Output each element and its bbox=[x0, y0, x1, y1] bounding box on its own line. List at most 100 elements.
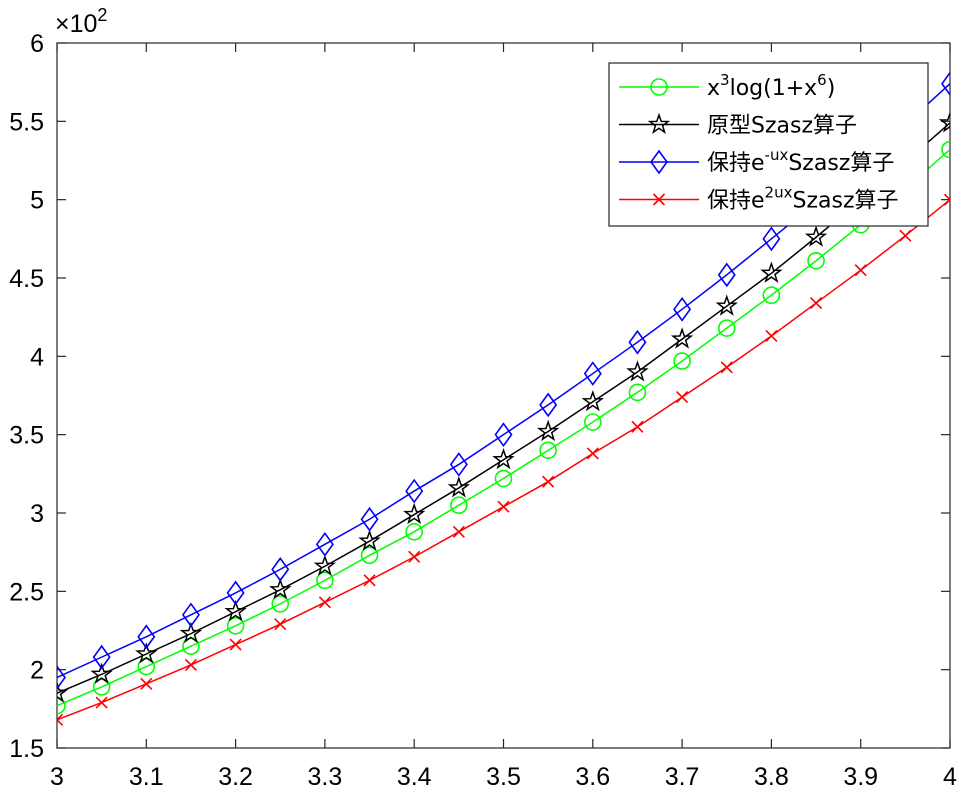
data-point bbox=[402, 502, 426, 525]
data-point bbox=[57, 665, 66, 690]
legend-marker bbox=[647, 112, 671, 135]
data-point bbox=[226, 616, 245, 635]
y-tick-label: 4.5 bbox=[9, 265, 44, 293]
data-point bbox=[938, 111, 950, 133]
cross-stroke bbox=[652, 193, 666, 206]
cross-stroke bbox=[452, 525, 465, 538]
x-tick-label: 3.5 bbox=[486, 763, 521, 791]
cross-stroke bbox=[318, 596, 331, 609]
data-point bbox=[807, 251, 825, 270]
data-point bbox=[269, 577, 292, 600]
x-tick-label: 3 bbox=[50, 763, 64, 791]
data-point bbox=[313, 554, 337, 576]
cross-stroke bbox=[899, 229, 912, 242]
cross-stroke bbox=[676, 391, 689, 404]
data-point bbox=[229, 638, 242, 651]
x-tick-label: 3.6 bbox=[575, 763, 610, 791]
cross-stroke bbox=[95, 696, 108, 709]
y-tick-label: 3 bbox=[30, 500, 44, 528]
data-point bbox=[271, 557, 290, 582]
data-point bbox=[670, 327, 694, 349]
y-tick-label: 4 bbox=[30, 343, 44, 371]
data-point bbox=[360, 506, 379, 532]
data-point bbox=[140, 677, 153, 690]
legend-label-part: x bbox=[707, 76, 720, 101]
legend-label: x3log(1+x6) bbox=[707, 71, 835, 101]
data-point bbox=[809, 297, 823, 310]
y-tick-label: 2 bbox=[30, 657, 44, 685]
cross-stroke bbox=[184, 658, 198, 672]
legend-label-part: 保持e bbox=[707, 151, 765, 176]
x-tick-label: 3.8 bbox=[754, 763, 789, 791]
data-point bbox=[358, 529, 381, 551]
y-tick-label: 1.5 bbox=[9, 735, 44, 763]
y-multiplier: ×102 bbox=[55, 5, 107, 38]
data-point bbox=[899, 229, 912, 242]
data-point bbox=[717, 262, 736, 288]
data-point bbox=[539, 392, 558, 418]
cross-stroke bbox=[497, 500, 510, 513]
legend-entry: x3log(1+x6) bbox=[619, 71, 835, 101]
legend-label: 保持e-uxSzasz算子 bbox=[707, 146, 894, 176]
data-point bbox=[363, 574, 376, 587]
data-point bbox=[226, 580, 245, 606]
x-tick-label: 4 bbox=[943, 763, 957, 791]
legend-marker bbox=[650, 149, 668, 175]
cross-stroke bbox=[586, 447, 599, 460]
x-tick-label: 3.2 bbox=[218, 763, 253, 791]
data-point bbox=[179, 621, 203, 644]
x-tick-label: 3.1 bbox=[129, 763, 164, 791]
series-2 bbox=[57, 111, 950, 703]
data-point bbox=[760, 261, 783, 283]
legend-label: 保持e2uxSzasz算子 bbox=[707, 184, 899, 214]
y-tick-label: 5 bbox=[30, 187, 44, 215]
data-point bbox=[583, 413, 602, 431]
data-point bbox=[135, 642, 158, 664]
data-point bbox=[715, 294, 738, 316]
data-point bbox=[360, 546, 379, 565]
data-point bbox=[57, 696, 66, 715]
legend-label-part: 2ux bbox=[765, 184, 793, 202]
data-point bbox=[676, 391, 689, 404]
cross-stroke bbox=[229, 638, 242, 651]
data-point bbox=[181, 602, 200, 628]
data-point bbox=[497, 500, 510, 513]
cross-stroke bbox=[809, 297, 823, 310]
x-tick-label: 3.9 bbox=[843, 763, 878, 791]
data-point bbox=[717, 319, 736, 337]
data-point bbox=[581, 389, 605, 412]
series-line bbox=[57, 122, 950, 694]
data-point bbox=[631, 420, 644, 433]
legend-marker bbox=[652, 193, 666, 206]
legend-entry: 保持e2uxSzasz算子 bbox=[619, 184, 899, 214]
y-multiplier-exponent: 2 bbox=[97, 5, 107, 25]
legend-label: 原型Szasz算子 bbox=[707, 114, 857, 139]
data-point bbox=[628, 329, 647, 355]
series-4 bbox=[57, 193, 950, 726]
data-point bbox=[316, 571, 334, 590]
legend-label-part: 3 bbox=[720, 71, 730, 89]
data-point bbox=[720, 361, 733, 374]
data-point bbox=[408, 550, 421, 563]
y-axis: 1.522.533.544.555.56×102 bbox=[9, 5, 950, 763]
data-point bbox=[494, 469, 513, 488]
legend-label-part: Szasz算子 bbox=[788, 151, 894, 176]
cross-stroke bbox=[408, 550, 421, 563]
data-point bbox=[271, 595, 290, 613]
legend-marker bbox=[650, 78, 668, 96]
cross-stroke bbox=[363, 574, 376, 587]
cross-stroke bbox=[943, 198, 950, 206]
legend-label-part: 6 bbox=[817, 71, 827, 89]
data-point bbox=[494, 422, 513, 448]
data-point bbox=[57, 713, 64, 726]
x-axis: 3 3.1 3.2 3.3 3.4 3.5 3.6 3.7 3.8 3.9 4 bbox=[50, 43, 957, 791]
legend-entry: 原型Szasz算子 bbox=[619, 112, 857, 139]
data-point bbox=[804, 225, 828, 247]
cross-stroke bbox=[140, 677, 153, 690]
data-point bbox=[586, 447, 599, 460]
x-tick-label: 3.7 bbox=[665, 763, 700, 791]
series-line bbox=[57, 148, 950, 707]
data-point bbox=[274, 618, 287, 631]
cross-stroke bbox=[765, 329, 778, 343]
